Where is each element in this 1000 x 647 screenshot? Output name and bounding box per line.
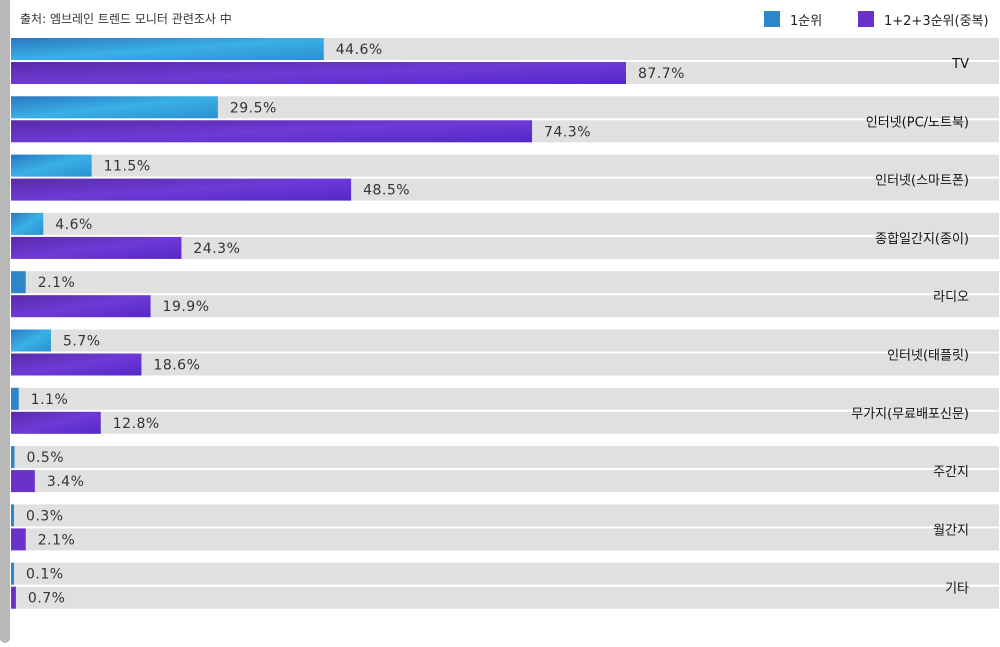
bar-total: [11, 62, 626, 84]
data-label: 74.3%: [544, 124, 591, 140]
bar-track: [11, 353, 999, 376]
data-label: 12.8%: [113, 416, 160, 432]
bar-track: [11, 154, 999, 177]
bar-total: [11, 295, 151, 318]
category-label: 인터넷(태플릿): [887, 349, 969, 364]
bar-track: [11, 470, 999, 493]
legend-swatch-total: [858, 11, 874, 27]
data-label: 1.1%: [31, 392, 69, 408]
data-label: 48.5%: [363, 183, 410, 199]
bar-first: [11, 96, 218, 119]
bar-first: [11, 154, 92, 177]
data-label: 24.3%: [193, 241, 240, 257]
data-label: 11.5%: [104, 159, 151, 175]
bar-first: [11, 504, 14, 527]
data-label: 0.3%: [26, 508, 64, 524]
category-label: 라디오: [933, 290, 969, 305]
category-label: 월간지: [933, 523, 969, 538]
bar-track: [11, 504, 999, 527]
bar-track: [11, 586, 999, 609]
data-label: 5.7%: [63, 334, 101, 350]
category-label: 인터넷(스마트폰): [875, 174, 969, 189]
bar-total: [11, 178, 352, 201]
bar-track: [11, 562, 999, 585]
category-label: 인터넷(PC/노트북): [866, 115, 969, 130]
bar-total: [11, 353, 142, 376]
bar-first: [11, 329, 51, 352]
bar-track: [11, 295, 999, 318]
bar-track: [11, 528, 999, 551]
bar-track: [11, 411, 999, 434]
legend-label-first: 1순위: [790, 14, 823, 29]
bar-first: [11, 387, 19, 410]
data-label: 2.1%: [38, 532, 76, 548]
data-label: 18.6%: [153, 358, 200, 374]
bar-track: [11, 446, 999, 469]
category-label: 종합일간지(종이): [875, 232, 969, 247]
bar-first: [11, 212, 44, 235]
data-label: 0.1%: [26, 567, 64, 583]
source-note: 출처: 엠브레인 트렌드 모니터 관련조사 中: [20, 12, 232, 26]
data-label: 87.7%: [638, 66, 685, 82]
category-label: TV: [951, 57, 969, 72]
bar-first: [11, 562, 14, 585]
category-label: 기타: [945, 582, 969, 597]
bar-first: [11, 446, 15, 469]
bar-total: [11, 120, 533, 143]
bar-first: [11, 271, 26, 294]
bar-total: [11, 236, 182, 259]
data-label: 0.5%: [27, 450, 65, 466]
bar-track: [11, 271, 999, 294]
bar-track: [11, 212, 999, 235]
data-label: 0.7%: [28, 591, 66, 607]
bar-first: [11, 38, 324, 60]
category-label: 무가지(무료배포신문): [851, 407, 969, 422]
data-label: 4.6%: [55, 217, 93, 233]
legend-swatch-first: [764, 11, 780, 27]
bar-track: [11, 236, 999, 259]
category-label: 주간지: [933, 465, 969, 480]
bar-total: [11, 411, 101, 434]
legend-label-total: 1+2+3순위(중복): [884, 14, 989, 29]
bar-total: [11, 586, 16, 609]
legend: 1순위 1+2+3순위(중복): [764, 10, 994, 29]
bar-total: [11, 470, 35, 493]
data-label: 44.6%: [336, 42, 383, 58]
data-label: 29.5%: [230, 100, 277, 116]
bar-total: [11, 528, 26, 551]
data-label: 3.4%: [47, 474, 85, 490]
bar-track: [11, 329, 999, 352]
bar-track: [11, 96, 999, 119]
bar-track: [11, 387, 999, 410]
data-label: 2.1%: [38, 275, 76, 291]
data-label: 19.9%: [163, 299, 210, 315]
scroll-rail: [0, 0, 10, 643]
